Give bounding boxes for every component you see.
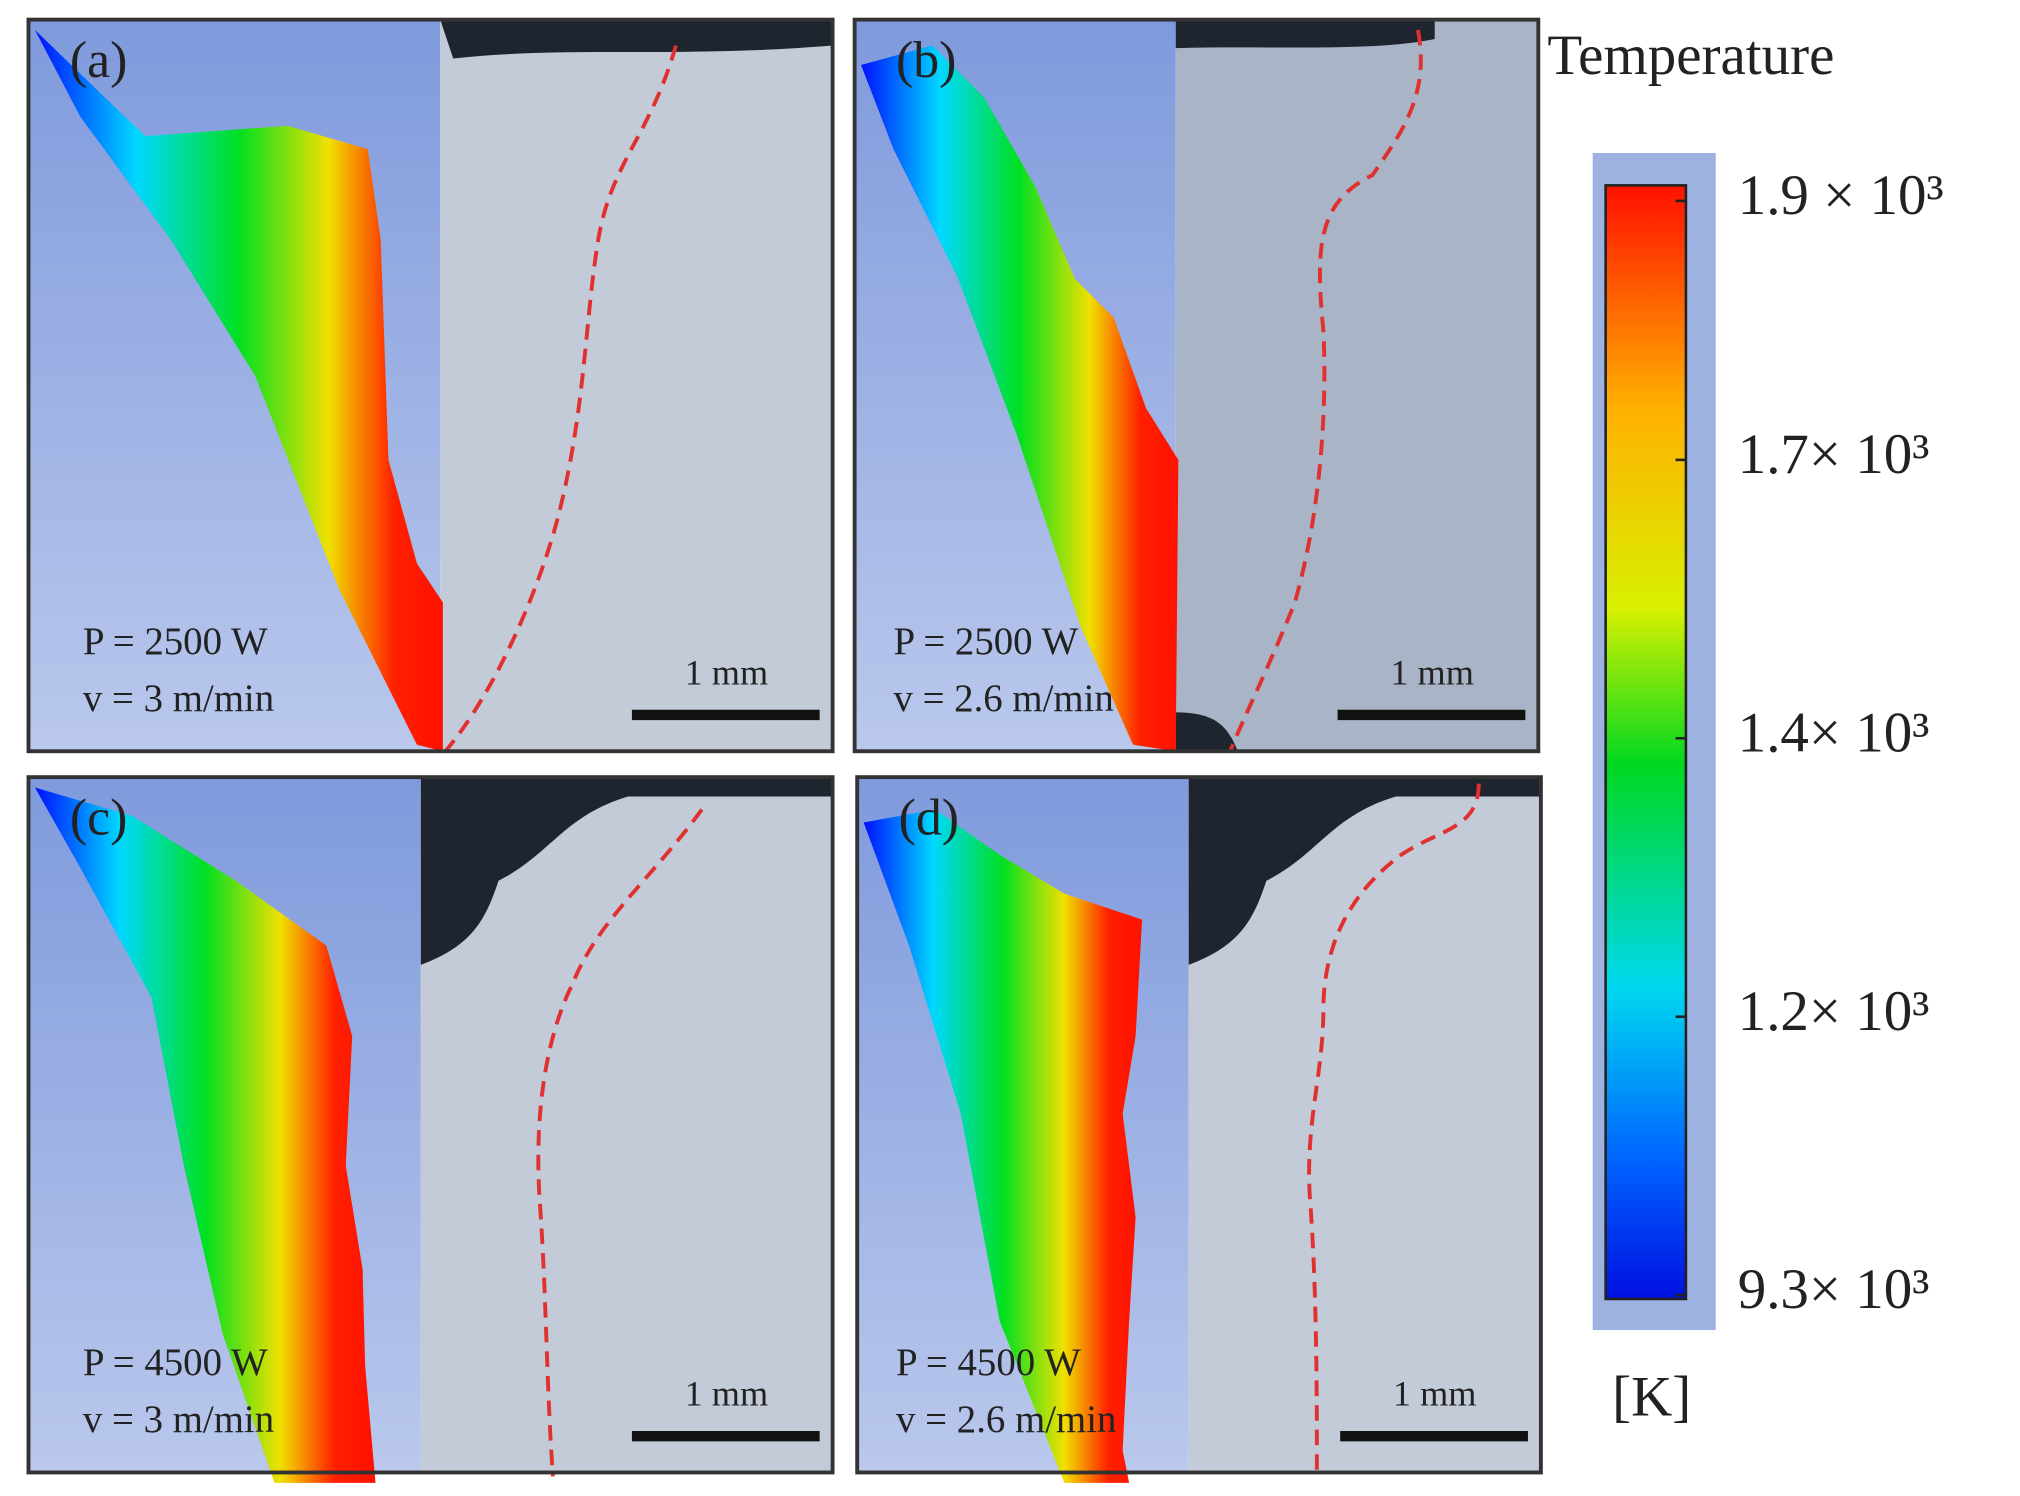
dark-region [440, 19, 833, 59]
panel-label: (a) [70, 32, 127, 89]
scale-bar-label: 1 mm [685, 652, 769, 692]
scale-bar-label: 1 mm [1393, 1374, 1477, 1414]
speed-label: v = 2.6 m/min [893, 677, 1113, 720]
panel: (b) P = 2500 W v = 2.6 m/min 1 mm [852, 17, 1541, 754]
colorbar-title: Temperature [1547, 24, 1834, 87]
colorbar-label: 1.9 × 10³ [1738, 164, 1944, 227]
dark-region [420, 777, 833, 965]
panel-label: (d) [899, 789, 959, 846]
colorbar-label: 1.2× 10³ [1738, 980, 1930, 1043]
melt-boundary [1307, 783, 1481, 1477]
panel-border [26, 17, 835, 754]
melt-boundary [536, 808, 704, 1477]
melt-boundary [443, 44, 678, 753]
colorbar-label: 1.4× 10³ [1738, 701, 1930, 764]
colorbar-label: 9.3× 10³ [1738, 1258, 1930, 1321]
power-label: P = 4500 W [83, 1341, 268, 1384]
power-label: P = 4500 W [896, 1341, 1081, 1384]
speed-label: v = 3 m/min [83, 1398, 274, 1441]
power-label: P = 2500 W [893, 620, 1078, 663]
colorbar-label: 1.7× 10³ [1738, 423, 1930, 486]
speed-label: v = 3 m/min [83, 677, 274, 720]
scale-bar-label: 1 mm [685, 1374, 769, 1414]
colorbar-unit: [K] [1612, 1366, 1691, 1429]
temperature-field [863, 809, 1143, 1483]
panel: (c) P = 4500 W v = 3 m/min 1 mm [26, 775, 835, 1483]
dark-region [1188, 777, 1541, 965]
panel: (d) P = 4500 W v = 2.6 m/min 1 mm [855, 775, 1543, 1483]
temperature-field [34, 787, 376, 1483]
speed-label: v = 2.6 m/min [896, 1398, 1116, 1441]
panel-border [26, 775, 835, 1475]
panel: (a) P = 2500 W v = 3 m/min 1 mm [26, 17, 835, 754]
colorbar [1604, 184, 1688, 1301]
temperature-field [861, 45, 1179, 752]
scale-bar-label: 1 mm [1390, 652, 1474, 692]
temperature-field [34, 29, 443, 752]
panel-border [852, 17, 1541, 754]
panel-border [855, 775, 1543, 1475]
panel-label: (c) [70, 789, 127, 846]
panel-label: (b) [896, 32, 956, 89]
power-label: P = 2500 W [83, 620, 268, 663]
micrograph [440, 19, 833, 752]
micrograph [1175, 19, 1539, 752]
